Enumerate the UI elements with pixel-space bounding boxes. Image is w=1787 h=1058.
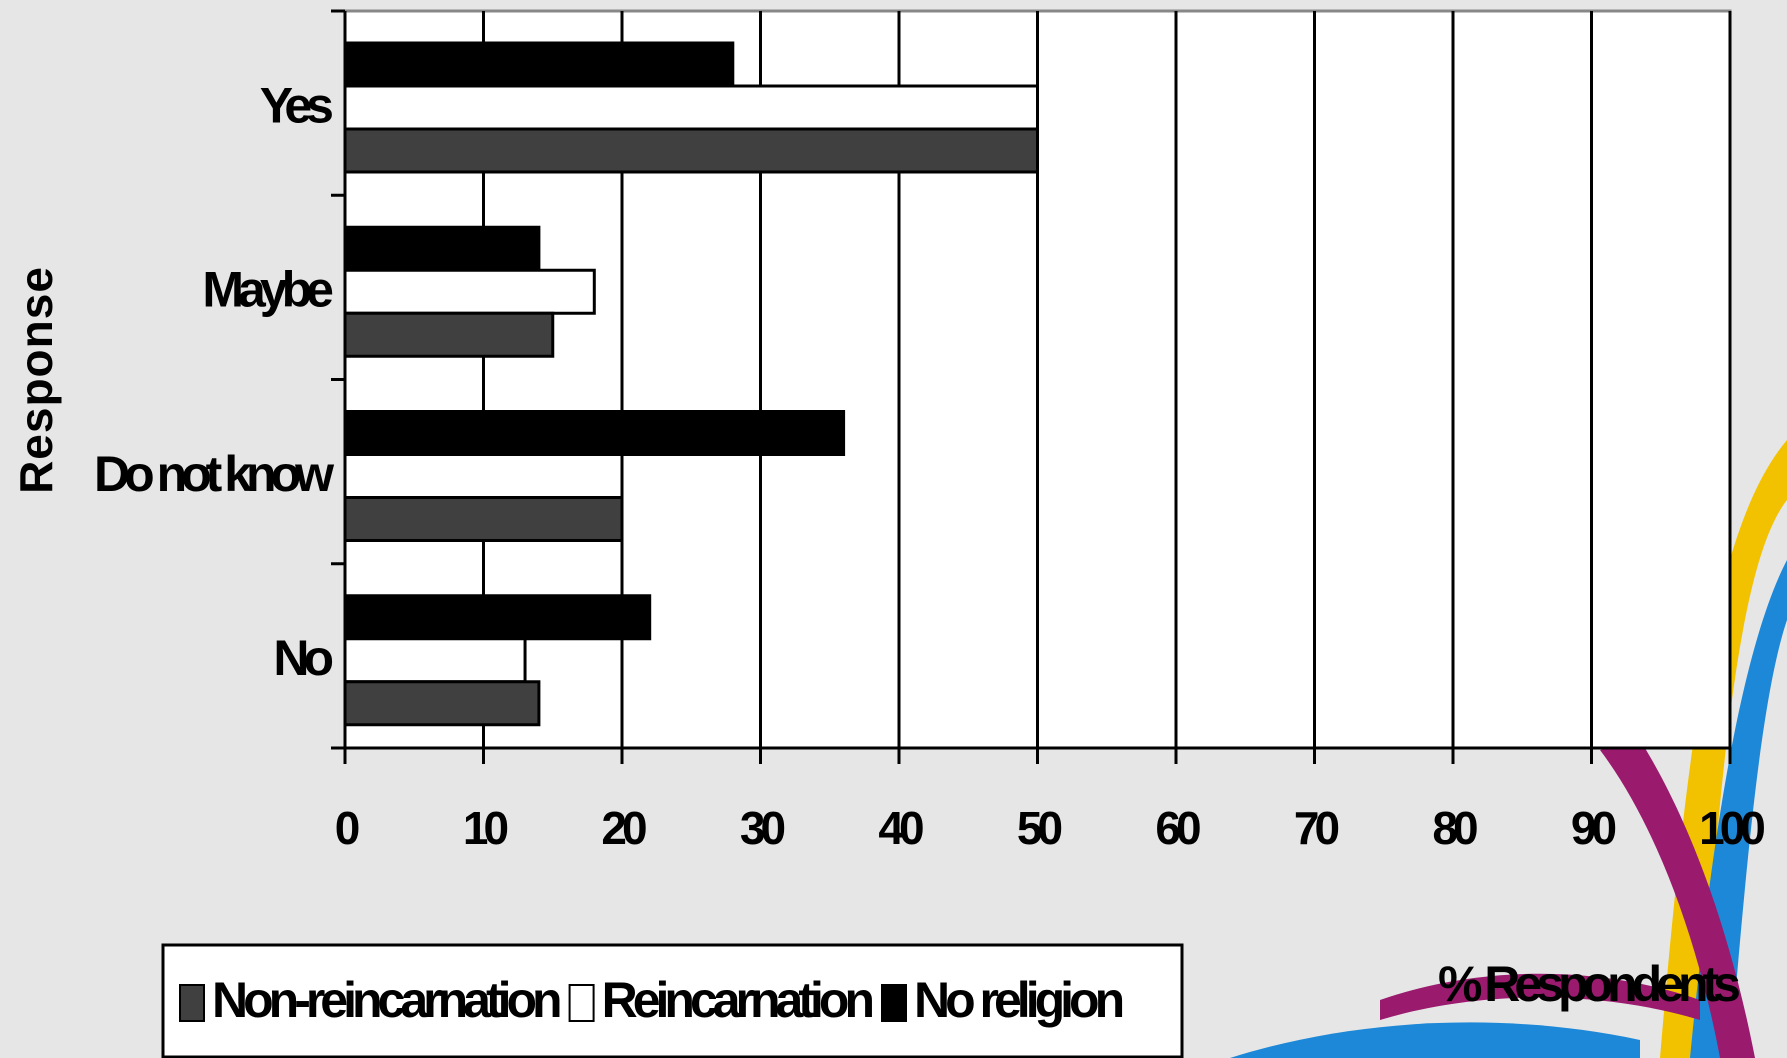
bar: [343, 496, 624, 542]
bar: [343, 680, 541, 727]
x-tick-label: 10: [463, 802, 508, 854]
bar: [343, 127, 1039, 174]
x-tick-label: 70: [1294, 802, 1339, 854]
bar: [343, 84, 1039, 131]
y-tick-label: Yes: [260, 77, 332, 133]
x-tick-label: 60: [1155, 802, 1200, 854]
x-tick-label: 0: [335, 802, 359, 854]
legend-label: No religion: [914, 972, 1123, 1028]
legend-swatch: [568, 984, 595, 1022]
y-tick-label: Maybe: [202, 262, 333, 318]
legend-swatch: [179, 984, 205, 1022]
x-tick-label: 20: [601, 802, 646, 854]
x-tick-label: 80: [1432, 802, 1477, 854]
bar: [343, 594, 652, 641]
x-tick-label: 40: [878, 802, 923, 854]
bar: [343, 410, 846, 456]
bar: [343, 453, 624, 499]
legend-swatch: [881, 984, 907, 1022]
bar: [343, 637, 527, 684]
x-tick-label: 100: [1699, 802, 1764, 854]
bar: [343, 225, 541, 272]
x-tick-label: 50: [1017, 802, 1062, 854]
x-axis-title: % Respondents: [1438, 956, 1739, 1012]
y-axis-title: Response: [10, 266, 62, 494]
legend-label: Non-reincarnation: [212, 972, 560, 1028]
y-tick-label: No: [273, 630, 332, 686]
legend: [161, 943, 1184, 1058]
bar: [343, 268, 596, 315]
x-tick-label: 90: [1571, 802, 1616, 854]
bar: [343, 311, 555, 358]
legend-label: Reincarnation: [602, 972, 873, 1028]
x-tick-label: 30: [740, 802, 785, 854]
y-tick-label: Do not know: [94, 446, 334, 502]
bar: [343, 41, 735, 88]
